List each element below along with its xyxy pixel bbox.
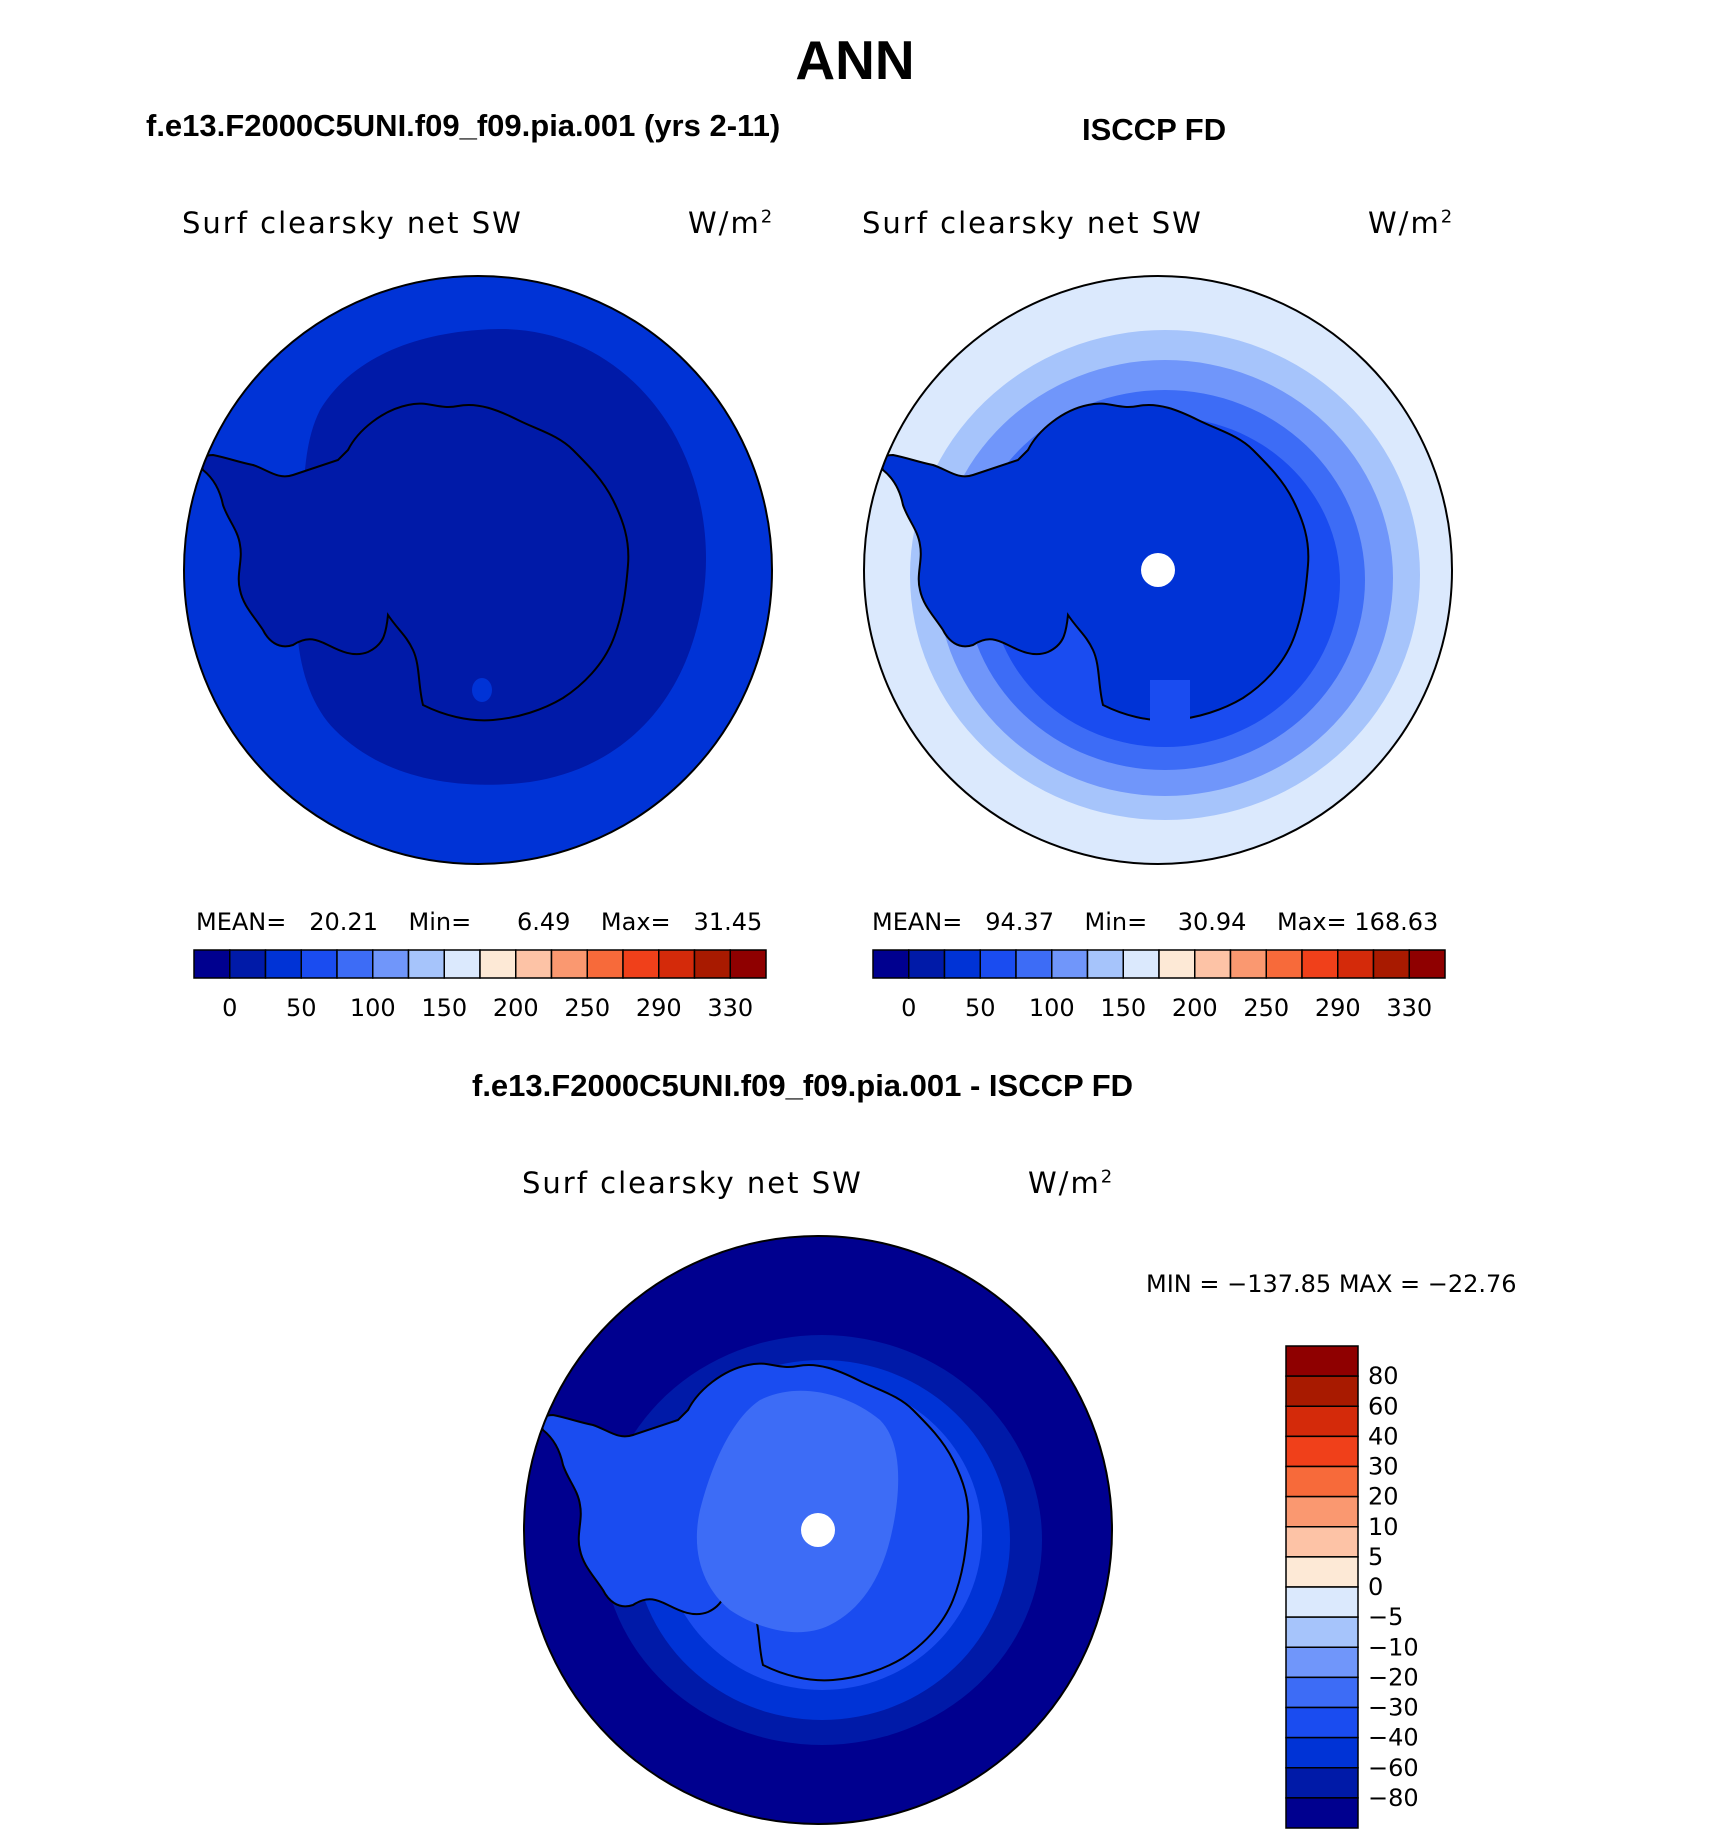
colorbar-tick-label: −40 (1368, 1724, 1419, 1752)
season-title: ANN (795, 29, 915, 91)
colorbar-box (729, 949, 767, 979)
colorbar-tick-label: 50 (286, 994, 317, 1022)
model-stats: MEAN= 20.21 Min= 6.49 Max= 31.45 (196, 908, 763, 936)
colorbar-box (1015, 949, 1053, 979)
colorbar-tick-label: 10 (1368, 1513, 1399, 1541)
colorbar-box (1285, 1345, 1359, 1377)
colorbar-tick-label: 150 (421, 994, 467, 1022)
colorbar-box (1265, 949, 1303, 979)
obs-stats: MEAN= 94.37 Min= 30.94 Max= 168.63 (872, 908, 1439, 936)
colorbar-tick-label: 30 (1368, 1453, 1399, 1481)
colorbar-box (693, 949, 731, 979)
colorbar-box (1285, 1736, 1359, 1769)
colorbar-box (1285, 1526, 1359, 1558)
colorbar-box (229, 949, 267, 979)
colorbar-box (372, 949, 410, 979)
colorbar-box (943, 949, 981, 979)
diff-map (523, 1235, 1113, 1825)
colorbar-box (979, 949, 1017, 979)
colorbar-box (336, 949, 374, 979)
colorbar-box (1285, 1375, 1359, 1407)
colorbar-box (872, 949, 910, 979)
colorbar-box (479, 949, 517, 979)
colorbar-box (908, 949, 946, 979)
colorbar-tick-label: 290 (636, 994, 682, 1022)
colorbar-tick-label: 0 (901, 994, 916, 1022)
colorbar-box (1285, 1435, 1359, 1468)
colorbar-tick-label: 80 (1368, 1362, 1399, 1390)
obs-case-title: ISCCP FD (1082, 112, 1227, 147)
colorbar-tick-label: 200 (1172, 994, 1218, 1022)
colorbar-tick-label: −60 (1368, 1754, 1419, 1782)
diff-variable-label: Surf clearsky net SW (522, 1166, 863, 1200)
colorbar-box (1051, 949, 1089, 979)
obs-units-label: W/m2 (1368, 206, 1455, 240)
colorbar-box (550, 949, 588, 979)
colorbar-tick-label: 0 (222, 994, 237, 1022)
model-colorbar: 0 50 100 150 200 250 290 330 (193, 949, 767, 1022)
colorbar-box (1229, 949, 1267, 979)
colorbar-tick-label: −20 (1368, 1663, 1419, 1691)
colorbar-tick-label: 0 (1368, 1573, 1383, 1601)
colorbar-box (1285, 1556, 1359, 1588)
colorbar-box (1285, 1616, 1359, 1648)
colorbar-box (1285, 1405, 1359, 1438)
colorbar-box (1285, 1767, 1359, 1799)
colorbar-box (1285, 1797, 1359, 1829)
colorbar-box (1337, 949, 1375, 979)
colorbar-box (586, 949, 624, 979)
colorbar-box (658, 949, 696, 979)
colorbar-box (1122, 949, 1160, 979)
colorbar-box (443, 949, 481, 979)
colorbar-tick-label: 5 (1368, 1543, 1383, 1571)
colorbar-tick-label: −10 (1368, 1633, 1419, 1661)
colorbar-tick-label: 290 (1315, 994, 1361, 1022)
colorbar-box (300, 949, 338, 979)
colorbar-tick-label: 20 (1368, 1483, 1399, 1511)
colorbar-box (264, 949, 302, 979)
colorbar-box (1285, 1586, 1359, 1618)
colorbar-tick-label: 40 (1368, 1422, 1399, 1450)
colorbar-tick-label: 330 (1386, 994, 1432, 1022)
model-units-label: W/m2 (688, 206, 775, 240)
colorbar-box (515, 949, 553, 979)
colorbar-tick-label: 60 (1368, 1392, 1399, 1420)
colorbar-box (407, 949, 445, 979)
diff-stats: MIN = −137.85 MAX = −22.76 (1146, 1270, 1517, 1298)
model-map (183, 275, 773, 865)
colorbar-tick-label: 200 (493, 994, 539, 1022)
colorbar-box (1285, 1495, 1359, 1528)
colorbar-box (1285, 1465, 1359, 1498)
colorbar-tick-label: −80 (1368, 1784, 1419, 1812)
colorbar-box (1408, 949, 1446, 979)
obs-map (863, 275, 1453, 865)
obs-colorbar: 0 50 100 150 200 250 290 330 (872, 949, 1446, 1022)
colorbar-tick-label: 250 (1243, 994, 1289, 1022)
colorbar-box (1086, 949, 1124, 979)
colorbar-box (1285, 1646, 1359, 1679)
diff-units-label: W/m2 (1028, 1166, 1115, 1200)
colorbar-box (1301, 949, 1339, 979)
colorbar-box (1372, 949, 1410, 979)
colorbar-tick-label: 150 (1100, 994, 1146, 1022)
model-variable-label: Surf clearsky net SW (182, 206, 523, 240)
colorbar-tick-label: −30 (1368, 1694, 1419, 1722)
colorbar-tick-label: 100 (350, 994, 396, 1022)
colorbar-box (1285, 1706, 1359, 1739)
colorbar-box (1158, 949, 1196, 979)
diff-case-title: f.e13.F2000C5UNI.f09_f09.pia.001 - ISCCP… (472, 1068, 1134, 1103)
colorbar-tick-label: −5 (1368, 1603, 1403, 1631)
colorbar-box (1285, 1676, 1359, 1709)
colorbar-tick-label: 330 (707, 994, 753, 1022)
model-case-title: f.e13.F2000C5UNI.f09_f09.pia.001 (yrs 2-… (146, 108, 781, 143)
colorbar-tick-label: 250 (564, 994, 610, 1022)
colorbar-box (1194, 949, 1232, 979)
colorbar-box (193, 949, 231, 979)
obs-variable-label: Surf clearsky net SW (862, 206, 1203, 240)
colorbar-tick-label: 100 (1029, 994, 1075, 1022)
colorbar-box (622, 949, 660, 979)
colorbar-tick-label: 50 (965, 994, 996, 1022)
